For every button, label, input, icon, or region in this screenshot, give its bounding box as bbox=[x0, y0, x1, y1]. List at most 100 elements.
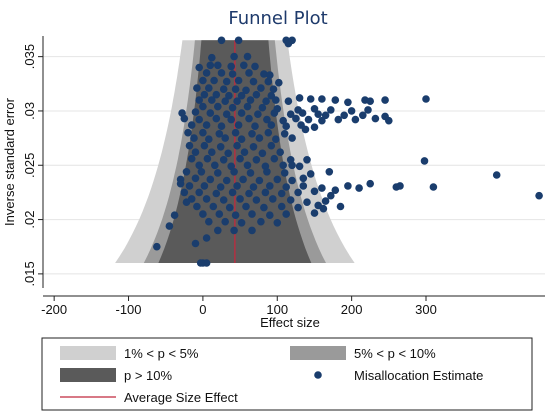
data-point-154 bbox=[325, 168, 334, 176]
data-point-228 bbox=[327, 191, 335, 200]
data-point-232 bbox=[366, 179, 375, 188]
data-point-64 bbox=[310, 105, 319, 113]
data-point-45 bbox=[262, 97, 270, 105]
data-point-171 bbox=[318, 184, 326, 192]
data-point-231 bbox=[355, 184, 363, 192]
data-point-90 bbox=[304, 115, 313, 124]
data-point-207 bbox=[237, 219, 246, 227]
legend: 1% < p < 5% 5% < p < 10% p > 10% Misallocat… bbox=[41, 337, 533, 411]
data-point-184 bbox=[219, 196, 228, 204]
data-point-53 bbox=[366, 97, 375, 105]
data-point-169 bbox=[282, 183, 291, 191]
data-point-223 bbox=[301, 125, 310, 134]
data-point-187 bbox=[269, 195, 277, 203]
data-point-96 bbox=[187, 121, 196, 129]
data-point-208 bbox=[257, 217, 265, 226]
data-point-176 bbox=[245, 189, 253, 198]
data-point-149 bbox=[230, 168, 238, 176]
y-axis-title: Inverse standard error bbox=[2, 97, 17, 226]
data-point-37 bbox=[237, 91, 246, 100]
data-point-162 bbox=[288, 176, 296, 185]
data-point-102 bbox=[282, 122, 291, 130]
data-point-193 bbox=[225, 203, 234, 212]
data-point-27 bbox=[193, 84, 201, 92]
data-point-118 bbox=[288, 134, 296, 142]
data-point-166 bbox=[233, 182, 241, 190]
data-point-199 bbox=[199, 210, 207, 218]
legend-swatch-0 bbox=[60, 346, 116, 360]
data-point-188 bbox=[286, 196, 295, 204]
data-point-164 bbox=[200, 182, 209, 190]
data-point-57 bbox=[199, 102, 207, 111]
data-point-79 bbox=[340, 111, 349, 120]
data-point-47 bbox=[295, 94, 304, 102]
data-point-167 bbox=[249, 183, 258, 191]
data-point-54 bbox=[381, 96, 389, 104]
data-point-216 bbox=[202, 259, 211, 267]
data-point-77 bbox=[314, 110, 323, 118]
data-point-140 bbox=[211, 161, 219, 170]
data-point-132 bbox=[203, 154, 212, 163]
data-point-180 bbox=[310, 187, 319, 196]
data-point-86 bbox=[245, 114, 253, 123]
data-point-98 bbox=[217, 122, 226, 130]
data-point-194 bbox=[242, 202, 250, 211]
data-point-217 bbox=[196, 259, 205, 267]
data-point-87 bbox=[263, 115, 271, 124]
data-point-13 bbox=[195, 63, 203, 72]
data-point-20 bbox=[199, 76, 207, 85]
data-point-69 bbox=[191, 108, 200, 116]
data-point-33 bbox=[269, 85, 278, 93]
data-point-114 bbox=[221, 134, 229, 142]
y-tick-label-2: .025 bbox=[22, 153, 37, 178]
data-point-151 bbox=[263, 168, 271, 176]
data-point-73 bbox=[254, 110, 262, 118]
data-point-205 bbox=[205, 217, 213, 226]
data-point-25 bbox=[264, 77, 273, 86]
data-point-23 bbox=[234, 76, 243, 85]
data-point-177 bbox=[261, 188, 270, 197]
data-point-92 bbox=[334, 115, 343, 124]
y-axis: .015 .02 .025 .03 .035 bbox=[22, 36, 44, 288]
data-point-145 bbox=[295, 162, 304, 171]
data-point-202 bbox=[248, 210, 256, 218]
data-point-113 bbox=[205, 135, 213, 143]
x-axis-title: Effect size bbox=[260, 315, 320, 330]
data-point-107 bbox=[215, 130, 224, 138]
data-point-209 bbox=[273, 219, 282, 227]
data-point-95 bbox=[385, 116, 393, 125]
data-point-8 bbox=[206, 61, 215, 70]
data-point-226 bbox=[310, 209, 319, 217]
data-point-221 bbox=[182, 198, 191, 206]
data-point-178 bbox=[277, 189, 286, 198]
data-point-97 bbox=[202, 121, 211, 129]
data-point-138 bbox=[303, 156, 311, 164]
data-point-122 bbox=[233, 141, 241, 150]
data-point-150 bbox=[246, 169, 255, 177]
data-point-10 bbox=[227, 62, 235, 71]
data-point-9 bbox=[214, 61, 222, 70]
data-point-89 bbox=[292, 114, 300, 123]
legend-label-0: 1% < p < 5% bbox=[124, 346, 199, 361]
data-point-78 bbox=[321, 111, 330, 120]
data-point-0 bbox=[217, 36, 226, 45]
data-point-32 bbox=[257, 84, 265, 92]
data-point-153 bbox=[306, 170, 315, 178]
data-point-116 bbox=[255, 134, 264, 142]
data-point-170 bbox=[299, 182, 308, 190]
data-point-128 bbox=[240, 148, 249, 156]
data-point-192 bbox=[209, 202, 218, 211]
data-point-237 bbox=[492, 171, 501, 179]
legend-swatch-3 bbox=[314, 371, 322, 379]
data-point-11 bbox=[240, 61, 248, 70]
legend-label-4: Average Size Effect bbox=[124, 390, 238, 405]
data-point-139 bbox=[195, 161, 203, 170]
data-point-220 bbox=[170, 211, 179, 219]
data-point-144 bbox=[279, 161, 288, 170]
x-tick-label-3: 100 bbox=[266, 302, 288, 317]
data-point-197 bbox=[294, 203, 302, 212]
data-point-183 bbox=[202, 195, 211, 203]
data-point-26 bbox=[275, 78, 283, 87]
data-point-49 bbox=[318, 95, 326, 103]
legend-swatch-1 bbox=[290, 346, 346, 360]
